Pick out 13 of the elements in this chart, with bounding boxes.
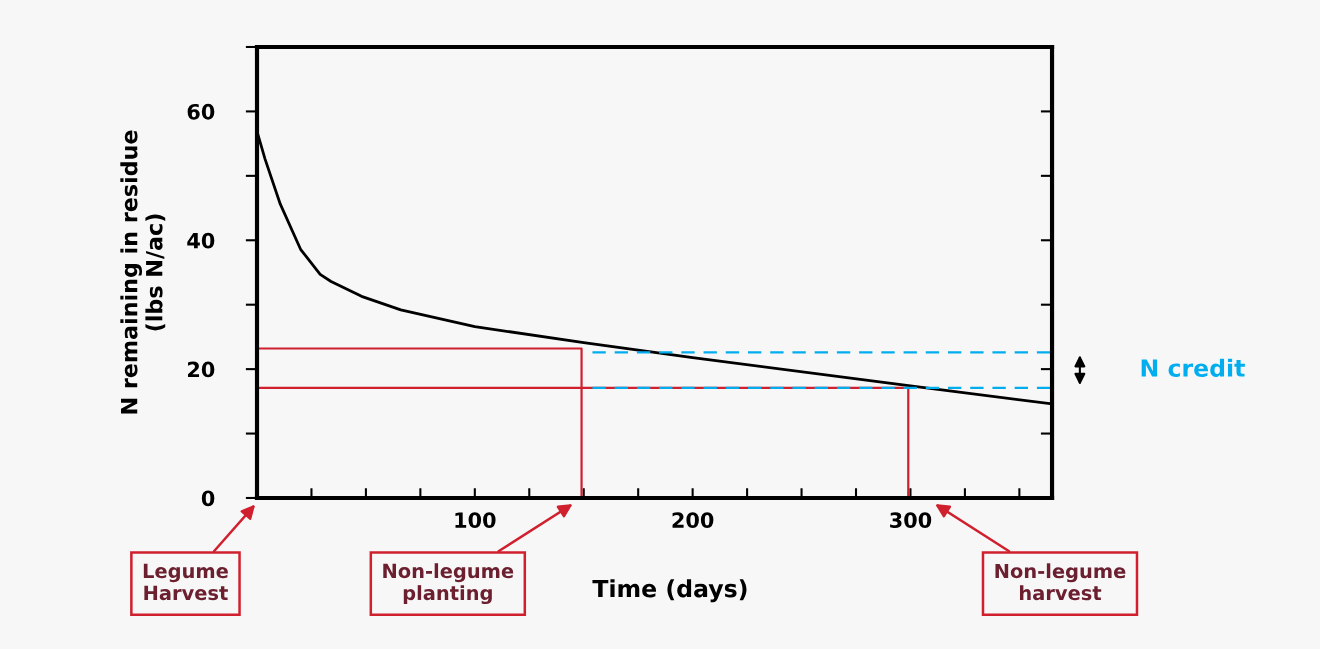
text: Non-legume harvest [995, 563, 1126, 601]
x-tick-label: 100 [455, 512, 496, 528]
y-tick-label: 60 [187, 103, 215, 120]
y-tick-label: 0 [201, 490, 215, 507]
text: N credit [1141, 358, 1245, 377]
x-tick-label: 200 [672, 512, 714, 528]
text: Legume Harvest [143, 563, 228, 601]
text: Non-legume planting [383, 563, 514, 605]
x-axis-title: Time (days) [592, 579, 747, 603]
x-tick-label: 300 [890, 512, 932, 528]
y-tick-label: 20 [187, 361, 215, 378]
y-axis-title: N remaining in residue (lbs N/ac) [120, 130, 166, 414]
y-tick-label: 40 [187, 232, 215, 249]
